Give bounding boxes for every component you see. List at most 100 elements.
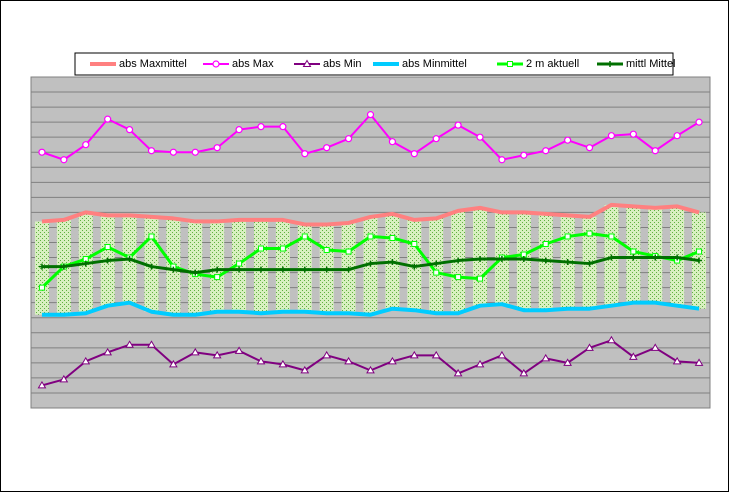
- marker: [409, 350, 419, 359]
- marker: [694, 358, 704, 366]
- marker: [585, 343, 594, 351]
- marker: [300, 365, 310, 374]
- marker: [257, 245, 264, 252]
- marker: [477, 256, 484, 263]
- marker: [652, 254, 659, 261]
- marker: [323, 247, 330, 254]
- marker: [301, 233, 308, 240]
- marker: [498, 256, 505, 263]
- marker: [236, 260, 243, 267]
- marker: [148, 233, 155, 240]
- marker: [695, 118, 703, 126]
- marker: [345, 248, 352, 255]
- marker: [38, 263, 45, 270]
- marker: [608, 233, 615, 240]
- high-low-bar: [188, 221, 203, 315]
- marker: [411, 263, 418, 270]
- marker: [147, 340, 156, 348]
- high-low-bar: [626, 206, 641, 303]
- marker: [389, 234, 396, 241]
- marker: [542, 257, 549, 264]
- marker: [344, 135, 353, 143]
- marker: [696, 257, 703, 264]
- marker: [82, 141, 90, 149]
- marker: [126, 256, 133, 263]
- marker: [586, 230, 593, 237]
- marker: [541, 353, 551, 362]
- marker: [279, 266, 286, 273]
- marker: [366, 111, 375, 119]
- marker: [498, 156, 506, 164]
- marker: [344, 356, 353, 365]
- marker: [519, 368, 529, 377]
- marker: [234, 346, 244, 354]
- marker: [389, 259, 396, 266]
- marker: [586, 260, 593, 267]
- marker: [520, 151, 528, 159]
- marker: [257, 266, 264, 273]
- marker: [60, 263, 67, 270]
- marker: [453, 368, 463, 377]
- legend-label: abs Minmittel: [402, 58, 467, 70]
- marker: [104, 257, 111, 264]
- marker: [607, 132, 616, 140]
- marker: [629, 130, 637, 138]
- marker: [236, 266, 243, 273]
- marker: [455, 274, 462, 281]
- legend-label: mittl Mittel: [626, 58, 676, 70]
- series-line: [41, 202, 700, 227]
- marker: [433, 260, 440, 267]
- marker: [476, 133, 484, 141]
- marker: [454, 121, 462, 129]
- marker: [564, 136, 572, 144]
- marker: [673, 132, 681, 140]
- marker: [169, 359, 178, 368]
- marker: [564, 259, 571, 266]
- marker: [630, 254, 637, 261]
- marker: [672, 356, 682, 365]
- marker: [542, 241, 549, 248]
- marker: [455, 257, 462, 264]
- marker: [81, 356, 91, 365]
- marker: [257, 123, 265, 131]
- marker: [60, 156, 68, 164]
- marker: [213, 144, 221, 152]
- marker: [301, 150, 309, 158]
- marker: [148, 263, 155, 270]
- marker: [433, 269, 440, 276]
- marker: [103, 347, 113, 356]
- high-low-bar: [210, 221, 225, 312]
- marker: [38, 284, 45, 291]
- marker: [235, 126, 243, 134]
- marker: [191, 148, 199, 156]
- marker: [367, 260, 374, 267]
- marker: [564, 233, 571, 240]
- marker: [507, 61, 513, 67]
- marker: [256, 356, 266, 365]
- marker: [322, 350, 332, 359]
- marker: [432, 135, 440, 143]
- marker: [497, 350, 507, 359]
- marker: [214, 274, 221, 281]
- marker: [301, 266, 308, 273]
- marker: [367, 233, 374, 240]
- marker: [431, 350, 441, 359]
- marker: [388, 138, 397, 146]
- marker: [82, 260, 89, 267]
- marker: [542, 147, 550, 155]
- marker: [696, 248, 703, 255]
- marker: [411, 241, 418, 248]
- marker: [345, 266, 352, 273]
- marker: [323, 144, 331, 152]
- marker: [59, 374, 69, 383]
- marker: [366, 365, 375, 374]
- marker: [607, 61, 613, 67]
- marker: [104, 244, 111, 251]
- marker: [190, 347, 200, 356]
- marker: [607, 335, 616, 344]
- high-low-bar: [253, 219, 268, 314]
- series-line: [41, 300, 700, 317]
- marker: [475, 359, 485, 368]
- marker: [214, 266, 221, 273]
